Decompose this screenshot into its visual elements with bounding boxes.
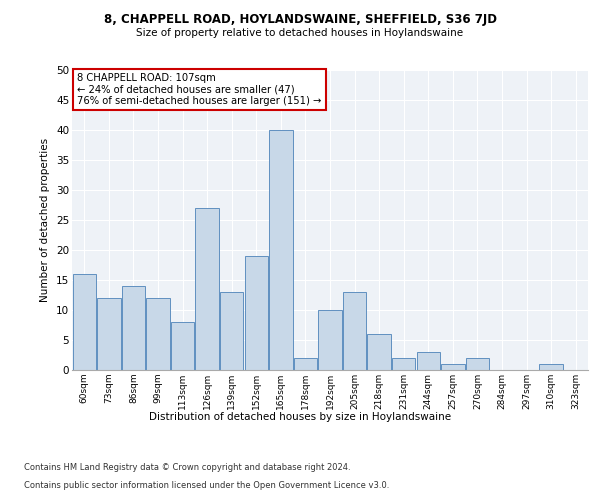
Bar (171, 322, 194, 370)
Bar (466, 358, 489, 370)
Bar (196, 208, 219, 370)
Bar (539, 364, 563, 370)
Bar (97, 298, 121, 370)
Bar (122, 286, 145, 370)
Bar (416, 352, 440, 370)
Bar (367, 334, 391, 370)
Bar (220, 292, 244, 370)
Bar (73, 274, 96, 370)
Bar (441, 364, 464, 370)
Text: 8, CHAPPELL ROAD, HOYLANDSWAINE, SHEFFIELD, S36 7JD: 8, CHAPPELL ROAD, HOYLANDSWAINE, SHEFFIE… (104, 12, 497, 26)
Text: 8 CHAPPELL ROAD: 107sqm
← 24% of detached houses are smaller (47)
76% of semi-de: 8 CHAPPELL ROAD: 107sqm ← 24% of detache… (77, 73, 322, 106)
Bar (343, 292, 366, 370)
Bar (146, 298, 170, 370)
Bar (319, 310, 341, 370)
Bar (245, 256, 268, 370)
Text: Contains HM Land Registry data © Crown copyright and database right 2024.: Contains HM Land Registry data © Crown c… (24, 464, 350, 472)
Bar (392, 358, 415, 370)
Text: Distribution of detached houses by size in Hoylandswaine: Distribution of detached houses by size … (149, 412, 451, 422)
Text: Size of property relative to detached houses in Hoylandswaine: Size of property relative to detached ho… (136, 28, 464, 38)
Bar (294, 358, 317, 370)
Bar (269, 130, 293, 370)
Text: Contains public sector information licensed under the Open Government Licence v3: Contains public sector information licen… (24, 481, 389, 490)
Y-axis label: Number of detached properties: Number of detached properties (40, 138, 50, 302)
